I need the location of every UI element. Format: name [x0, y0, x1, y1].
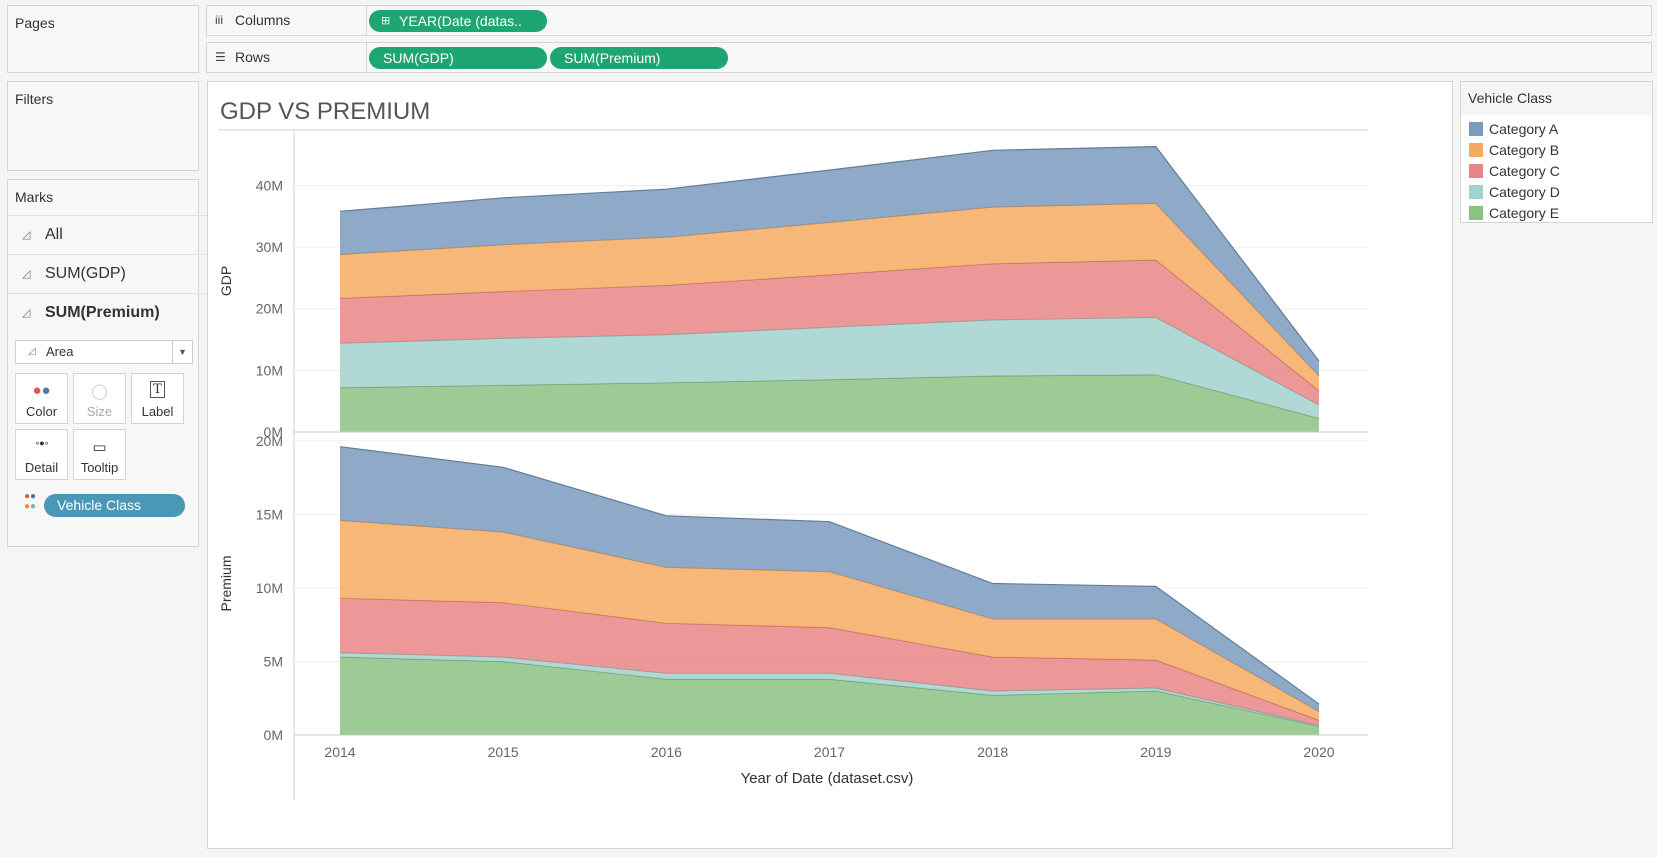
color-palette-icon: ●● [32, 382, 51, 399]
x-tick-label: 2017 [814, 744, 845, 760]
legend-item[interactable]: Category D [1469, 182, 1560, 202]
rows-icon: ☰ [215, 50, 226, 64]
area-category-e [340, 657, 1319, 735]
sum-premium-pill[interactable]: SUM(Premium) [550, 47, 728, 69]
y-tick-label: 5M [264, 653, 283, 669]
y-tick-label: 15M [256, 506, 283, 522]
marks-row-label: SUM(GDP) [45, 265, 126, 282]
y-tick-label: 0M [264, 727, 283, 743]
color-button[interactable]: ●● Color [15, 373, 68, 424]
size-button[interactable]: ◯ Size [73, 373, 126, 424]
marks-row-label: All [45, 226, 63, 243]
rows-shelf[interactable]: ☰ Rows SUM(GDP) SUM(Premium) [206, 42, 1652, 73]
tooltip-button-label: Tooltip [80, 460, 119, 475]
x-tick-label: 2014 [324, 744, 355, 760]
legend-label: Category D [1489, 184, 1560, 200]
columns-shelf-label: iii Columns [207, 6, 367, 35]
y-tick-label: 20M [256, 433, 283, 449]
detail-button-label: Detail [24, 460, 59, 475]
y-axis-label: Premium [218, 555, 234, 611]
area-mark-icon: ◿ [22, 268, 31, 280]
area-mark-icon: ◿ [22, 307, 31, 319]
legend-label: Category B [1489, 142, 1560, 158]
filters-title: Filters [15, 91, 54, 107]
legend-label: Category E [1489, 205, 1560, 221]
x-tick-label: 2016 [651, 744, 682, 760]
vehicle-class-pill[interactable]: Vehicle Class [44, 494, 185, 517]
legend-swatch [1469, 164, 1483, 178]
label-button[interactable]: T Label [131, 373, 184, 424]
text-label-icon: T [132, 381, 183, 398]
legend-swatch [1469, 206, 1483, 220]
year-date-pill[interactable]: ⊞ YEAR(Date (datas.. [369, 10, 547, 32]
y-tick-label: 20M [256, 301, 283, 317]
area-mark-icon: ◿ [28, 346, 36, 357]
area-category-e [340, 374, 1319, 432]
area-category-a [340, 146, 1319, 376]
pages-title: Pages [15, 15, 55, 31]
area-category-b [340, 203, 1319, 391]
columns-icon: iii [215, 13, 223, 27]
mark-type-value: Area [46, 344, 74, 359]
columns-shelf[interactable]: iii Columns ⊞ YEAR(Date (datas.. [206, 5, 1652, 36]
tooltip-bubble-icon: ▭ [92, 439, 107, 456]
y-tick-label: 30M [256, 239, 283, 255]
expand-plus-icon: ⊞ [381, 15, 391, 27]
marks-row-sum-gdp[interactable]: ◿ SUM(GDP) [8, 254, 207, 292]
x-tick-label: 2018 [977, 744, 1008, 760]
x-tick-label: 2019 [1140, 744, 1171, 760]
chevron-down-icon: ▼ [172, 341, 192, 363]
area-category-c [340, 260, 1319, 405]
legend-label: Category C [1489, 163, 1560, 179]
y-tick-label: 40M [256, 177, 283, 193]
legend-panel: Vehicle Class Category A Category B Catego… [1460, 81, 1653, 223]
marks-panel: Marks ◿ All ◿ SUM(GDP) ◿ SUM(Premium) ◿ … [7, 179, 207, 547]
area-category-a [340, 446, 1319, 712]
legend-swatch [1469, 143, 1483, 157]
y-tick-label: 0M [264, 424, 283, 440]
y-tick-label: 10M [256, 580, 283, 596]
detail-button[interactable]: ∘●∘ Detail [15, 429, 68, 480]
rows-shelf-label: ☰ Rows [207, 43, 367, 72]
legend-swatch [1469, 122, 1483, 136]
area-mark-icon: ◿ [22, 229, 31, 241]
area-category-d [340, 317, 1319, 419]
area-edge [339, 145, 1320, 362]
x-tick-label: 2015 [488, 744, 519, 760]
marks-row-all[interactable]: ◿ All [8, 215, 207, 253]
y-axis-label: GDP [218, 266, 234, 296]
area-edge [339, 446, 1320, 705]
marks-title: Marks [15, 189, 54, 205]
x-tick-label: 2020 [1303, 744, 1334, 760]
label-button-label: Label [141, 404, 174, 419]
chart-view: GDP VS PREMIUM 0M 10M 20M 30M 40M GDP 0M 5M 10M 1… [207, 81, 1453, 849]
legend-item[interactable]: Category E [1469, 203, 1559, 223]
legend-swatch [1469, 185, 1483, 199]
y-tick-label: 10M [256, 362, 283, 378]
chart-title: GDP VS PREMIUM [220, 98, 430, 125]
filters-panel[interactable]: Filters [7, 81, 199, 171]
size-button-label: Size [86, 404, 113, 419]
legend-title: Vehicle Class [1461, 82, 1652, 115]
area-category-c [340, 598, 1319, 726]
area-category-d [340, 652, 1319, 727]
legend-item[interactable]: Category B [1469, 140, 1559, 160]
sum-gdp-pill[interactable]: SUM(GDP) [369, 47, 547, 69]
x-axis-label: Year of Date (dataset.csv) [741, 770, 914, 787]
color-button-label: Color [25, 404, 58, 419]
detail-dots-icon: ∘●∘ [34, 438, 50, 448]
tooltip-button[interactable]: ▭ Tooltip [73, 429, 126, 480]
size-icon: ◯ [91, 383, 108, 400]
legend-item[interactable]: Category C [1469, 161, 1560, 181]
pages-panel[interactable]: Pages [7, 5, 199, 73]
chart-svg: GDP VS PREMIUM 0M 10M 20M 30M 40M GDP 0M 5M 10M 1… [218, 98, 1368, 800]
legend-item[interactable]: Category A [1469, 119, 1558, 139]
mark-type-dropdown[interactable]: ◿ Area ▼ [15, 340, 193, 364]
marks-row-label: SUM(Premium) [45, 304, 160, 321]
legend-label: Category A [1489, 121, 1559, 137]
marks-row-sum-premium[interactable]: ◿ SUM(Premium) [8, 293, 207, 331]
area-category-b [340, 520, 1319, 721]
color-dots-icon: ●● ●● [24, 491, 37, 512]
